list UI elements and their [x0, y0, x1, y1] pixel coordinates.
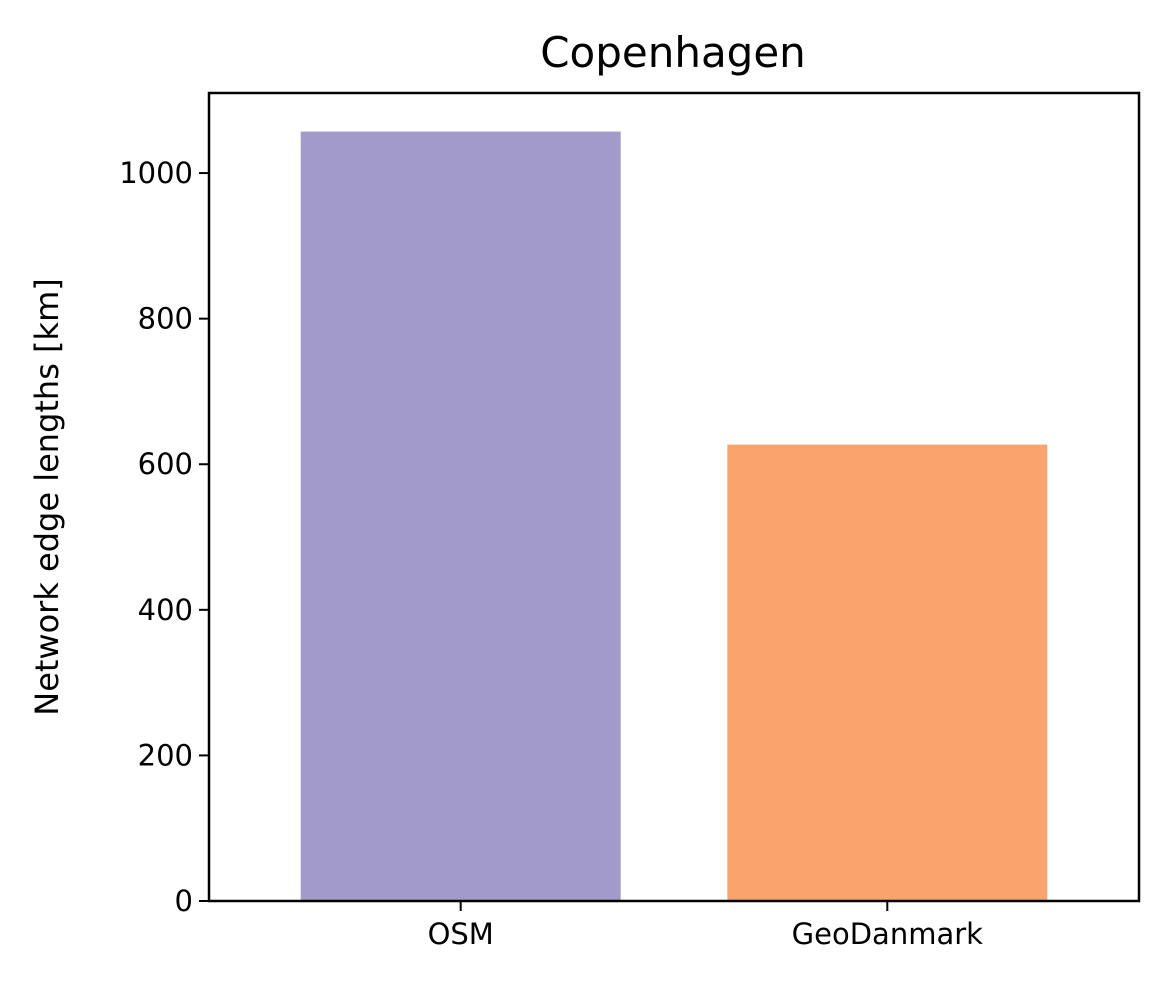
y-tick-label: 0	[175, 884, 193, 918]
y-axis: 0 200 400 600 800 1000	[119, 156, 209, 918]
bar-osm	[300, 131, 621, 901]
x-axis: OSM GeoDanmark	[428, 901, 983, 951]
y-tick-label: 200	[138, 738, 193, 772]
y-tick-label: 1000	[119, 156, 193, 190]
y-tick-label: 600	[138, 447, 193, 481]
y-axis-label: Network edge lengths [km]	[28, 278, 66, 715]
x-tick-label: OSM	[428, 917, 494, 951]
bars-group	[300, 131, 1048, 901]
plot-frame	[207, 91, 1141, 903]
y-tick-label: 400	[138, 593, 193, 627]
bar-geodanmark	[727, 444, 1048, 901]
y-tick-label: 800	[138, 302, 193, 336]
chart-title: Copenhagen	[540, 28, 806, 77]
x-tick-label: GeoDanmark	[792, 917, 983, 951]
